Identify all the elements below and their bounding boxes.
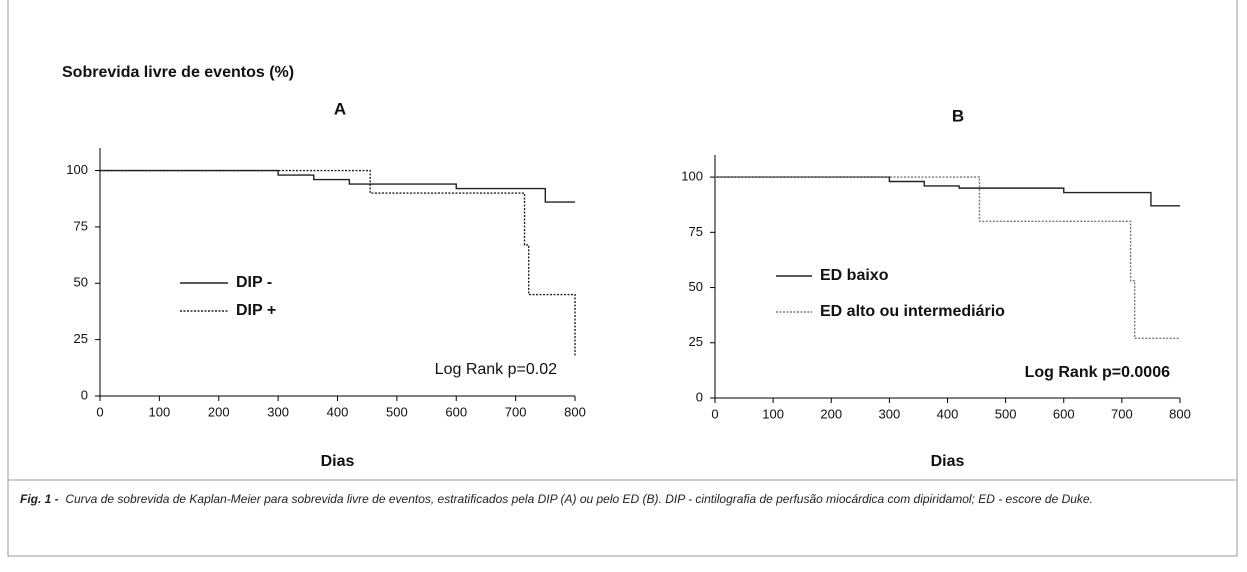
x-tick-label: 300 [267,404,289,419]
legend-label: DIP - [236,274,272,291]
survival-curve [715,176,1180,207]
y-tick-label: 0 [696,389,703,404]
chart-title: A [334,99,346,118]
y-tick-label: 50 [74,275,88,290]
y-tick-label: 100 [681,169,703,184]
caption-text: Curva de sobrevida de Kaplan-Meier para … [65,492,1093,506]
y-tick-label: 75 [689,224,703,239]
x-tick-label: 700 [1111,406,1133,421]
x-tick-label: 500 [386,404,408,419]
x-axis-label: Dias [931,453,965,470]
annotation: Log Rank p=0.02 [435,361,557,378]
x-tick-label: 0 [711,406,718,421]
chart-title: B [952,106,964,125]
legend-label: ED alto ou intermediário [820,303,1005,320]
x-tick-label: 100 [762,406,784,421]
annotation: Log Rank p=0.0006 [1025,364,1170,381]
x-tick-label: 600 [445,404,467,419]
x-axis-label: Dias [321,453,355,470]
caption: Fig. 1 - Curva de sobrevida de Kaplan-Me… [20,490,1225,508]
y-tick-label: 50 [689,279,703,294]
x-tick-label: 400 [937,406,959,421]
frame [7,0,1238,557]
x-tick-label: 300 [879,406,901,421]
y-axis-label: Sobrevida livre de eventos (%) [62,64,294,81]
caption-label: Fig. 1 - [20,492,59,506]
x-tick-label: 600 [1053,406,1075,421]
legend-label: ED baixo [820,267,889,284]
x-tick-label: 700 [505,404,527,419]
survival-curve [100,169,576,356]
x-tick-label: 500 [995,406,1017,421]
y-tick-label: 0 [81,387,88,402]
legend-label: DIP + [236,302,276,319]
survival-curve [100,169,575,203]
x-tick-label: 200 [820,406,842,421]
x-tick-label: 400 [327,404,349,419]
x-tick-label: 200 [208,404,230,419]
x-tick-label: 100 [149,404,171,419]
y-tick-label: 25 [74,331,88,346]
x-tick-label: 800 [564,404,586,419]
y-tick-label: 25 [689,334,703,349]
y-tick-label: 75 [74,218,88,233]
survival-curve [715,176,1180,340]
y-tick-label: 100 [66,162,88,177]
x-tick-label: 0 [96,404,103,419]
x-tick-label: 800 [1169,406,1191,421]
